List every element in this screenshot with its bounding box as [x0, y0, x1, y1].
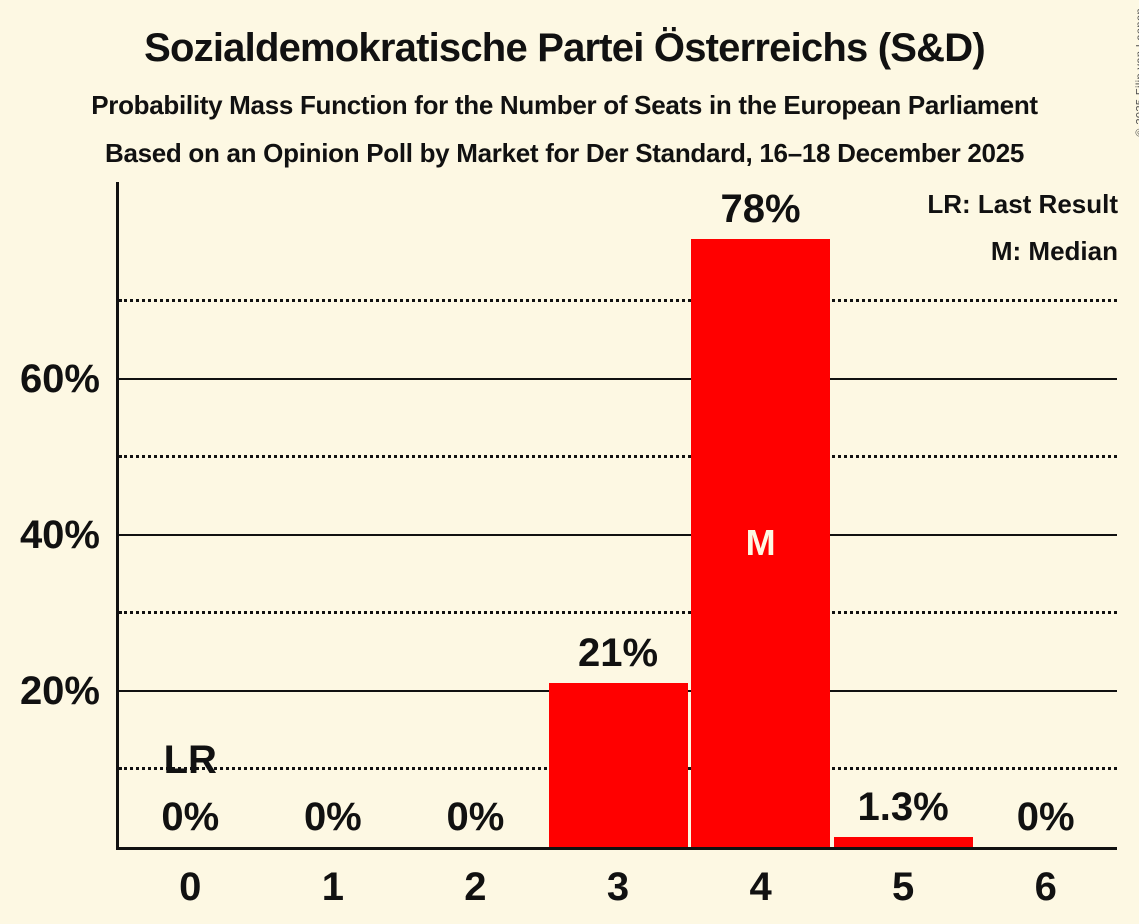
x-tick-label: 6: [1034, 865, 1057, 909]
y-axis-labels: 20% 40% 60%: [0, 182, 100, 847]
bar-value-label: 78%: [720, 186, 801, 231]
last-result-label: LR: [163, 738, 217, 782]
legend-last-result: LR: Last Result: [927, 189, 1118, 219]
bar-value-label: 0%: [161, 795, 220, 839]
y-tick-label: 40%: [19, 513, 100, 557]
x-tick-label: 4: [749, 865, 772, 909]
y-tick-label: 20%: [19, 669, 100, 713]
gridline-solid-60pct: [119, 378, 1117, 380]
bar-value-label: 0%: [303, 795, 362, 839]
median-label: M: [745, 521, 776, 563]
bar-seats-4: [691, 238, 831, 847]
x-tick-label: 2: [464, 865, 487, 909]
y-tick-label: 60%: [19, 357, 100, 401]
chart-title: Sozialdemokratische Partei Österreichs (…: [144, 26, 985, 70]
gridline-solid-40pct: [119, 534, 1117, 536]
bar-seats-3: [548, 683, 688, 847]
gridline-dotted-50pct: [119, 455, 1117, 458]
x-axis-labels: 0 1 2 3 4 5 6: [119, 866, 1117, 912]
gridline-dotted-70pct: [119, 299, 1117, 302]
chart-subtitle-2: Based on an Opinion Poll by Market for D…: [104, 138, 1025, 168]
x-tick-label: 1: [321, 865, 344, 909]
bar-value-label: 1.3%: [857, 784, 949, 829]
plot-area: 0% 0% 0% 21% 78% 1.3% 0% LR M: [116, 182, 1117, 850]
bar-seats-5: [833, 836, 973, 847]
chart-subtitle-1: Probability Mass Function for the Number…: [91, 90, 1038, 120]
x-tick-label: 3: [606, 865, 630, 909]
y-axis-line: [116, 182, 119, 850]
gridline-dotted-30pct: [119, 611, 1117, 614]
x-tick-label: 5: [892, 865, 915, 909]
bar-value-label: 21%: [577, 631, 659, 676]
copyright-notice: © 2025 Filip van Laenen: [1135, 8, 1139, 137]
legend-median: M: Median: [990, 236, 1118, 266]
x-axis-line: [116, 847, 1117, 850]
legend: LR: Last Result M: Median: [927, 181, 1118, 275]
bar-value-label: 0%: [1016, 795, 1075, 839]
bar-value-label: 0%: [446, 795, 505, 839]
x-tick-label: 0: [179, 865, 202, 909]
